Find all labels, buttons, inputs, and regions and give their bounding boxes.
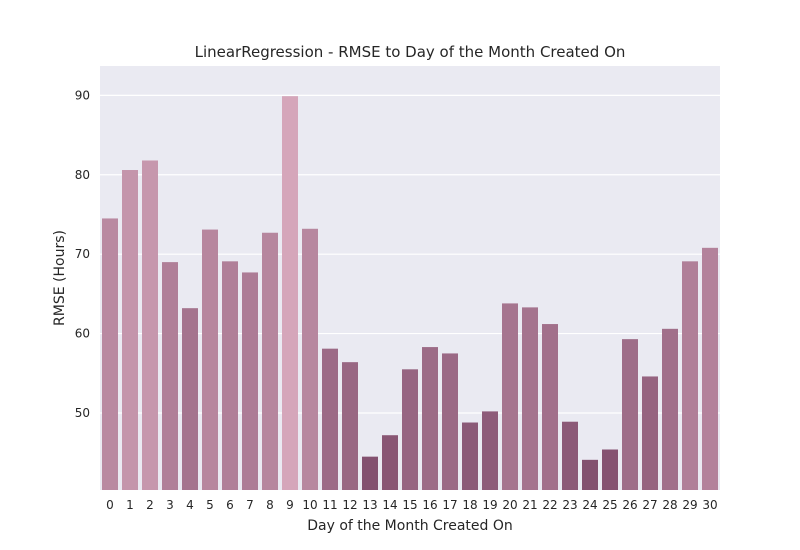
bar-day-19 (482, 411, 498, 490)
x-tick-label: 2 (146, 498, 154, 512)
bar-day-4 (182, 308, 198, 490)
x-tick-label: 7 (246, 498, 254, 512)
bar-day-9 (282, 96, 298, 490)
bar-day-15 (402, 369, 418, 490)
bar-day-18 (462, 422, 478, 490)
x-tick-labels: 0 1 2 3 4 5 6 7 8 9 10 11 12 13 14 15 16 17 18 19 20 21 22 23 24… (106, 498, 717, 512)
x-tick-label: 15 (402, 498, 417, 512)
x-tick-label: 12 (342, 498, 357, 512)
y-tick-label: 50 (75, 406, 90, 420)
chart-title: LinearRegression - RMSE to Day of the Mo… (195, 43, 626, 61)
bar-day-14 (382, 435, 398, 490)
x-tick-label: 21 (522, 498, 537, 512)
bar-day-23 (562, 421, 578, 490)
bar-day-0 (102, 218, 118, 490)
x-tick-label: 3 (166, 498, 174, 512)
bar-day-10 (302, 228, 318, 490)
bar-day-16 (422, 347, 438, 490)
x-tick-label: 0 (106, 498, 114, 512)
bar-day-6 (222, 261, 238, 490)
x-tick-label: 25 (602, 498, 617, 512)
bar-day-5 (202, 229, 218, 490)
x-tick-label: 1 (126, 498, 134, 512)
bar-day-27 (642, 376, 658, 490)
x-tick-label: 24 (582, 498, 597, 512)
x-tick-label: 16 (422, 498, 437, 512)
x-tick-label: 23 (562, 498, 577, 512)
x-axis-label: Day of the Month Created On (307, 518, 513, 534)
y-tick-label: 80 (75, 168, 90, 182)
y-tick-label: 90 (75, 88, 90, 102)
x-tick-label: 9 (286, 498, 294, 512)
bar-day-22 (542, 324, 558, 490)
bar-day-21 (522, 307, 538, 490)
bar-day-2 (142, 160, 158, 491)
bar-day-28 (662, 328, 678, 490)
bar-day-20 (502, 303, 518, 490)
x-tick-label: 20 (502, 498, 517, 512)
x-tick-label: 4 (186, 498, 194, 512)
x-tick-label: 27 (642, 498, 657, 512)
x-tick-label: 13 (362, 498, 377, 512)
x-tick-label: 17 (442, 498, 457, 512)
bar-day-1 (122, 170, 138, 490)
bar-day-13 (362, 456, 378, 490)
x-tick-label: 22 (542, 498, 557, 512)
x-tick-label: 30 (702, 498, 717, 512)
y-tick-label: 60 (75, 327, 90, 341)
bar-day-8 (262, 232, 278, 490)
bar-day-7 (242, 272, 258, 490)
bar-day-29 (682, 261, 698, 490)
x-tick-label: 29 (682, 498, 697, 512)
y-tick-labels: 50 60 70 80 90 (75, 88, 90, 420)
bar-day-26 (622, 339, 638, 490)
bar-day-17 (442, 353, 458, 490)
x-tick-label: 26 (622, 498, 637, 512)
x-tick-label: 5 (206, 498, 214, 512)
bar-day-30 (702, 247, 718, 490)
y-tick-label: 70 (75, 247, 90, 261)
x-tick-label: 8 (266, 498, 274, 512)
x-tick-label: 19 (482, 498, 497, 512)
x-tick-label: 11 (322, 498, 337, 512)
x-tick-label: 6 (226, 498, 234, 512)
bar-day-12 (342, 362, 358, 490)
bars (102, 96, 718, 491)
x-tick-label: 28 (662, 498, 677, 512)
bar-day-25 (602, 449, 618, 490)
bar-day-3 (162, 262, 178, 490)
x-tick-label: 14 (382, 498, 397, 512)
x-tick-label: 18 (462, 498, 477, 512)
bar-day-24 (582, 459, 598, 490)
bar-day-11 (322, 348, 338, 490)
x-tick-label: 10 (302, 498, 317, 512)
y-axis-label: RMSE (Hours) (52, 230, 68, 326)
